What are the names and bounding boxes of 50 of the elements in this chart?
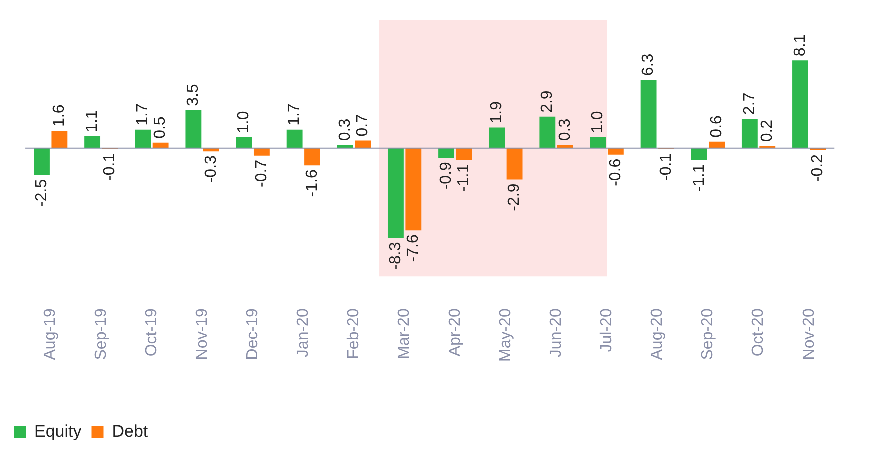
x-tick-label: Nov-20 [800,308,818,360]
x-tick-label: Jun-20 [548,308,565,358]
x-tick-label: Sep-19 [92,308,110,360]
data-label: 1.9 [488,101,506,124]
data-label: -2.9 [506,184,524,212]
data-label: -0.7 [253,160,270,188]
data-label: -0.1 [658,153,675,181]
data-label: -1.6 [304,170,321,198]
x-tick-label: Apr-20 [446,308,464,357]
x-tick-label: Jan-20 [295,308,312,358]
data-label: -0.6 [607,158,624,186]
data-label: 0.3 [556,118,574,142]
data-label: -1.1 [456,164,473,192]
data-label: -8.3 [387,242,404,270]
data-label: 1.6 [51,104,68,127]
data-label: -1.1 [690,164,708,192]
legend-label: Debt [112,422,148,442]
x-tick-label: May-20 [497,308,514,362]
legend-label: Equity [34,422,82,442]
data-label: 1.0 [590,111,607,134]
data-label: 1.1 [84,110,101,132]
x-tick-label: Aug-20 [649,308,666,360]
x-tick-label: Sep-20 [700,308,717,360]
data-label: 3.5 [185,84,202,106]
x-tick-label: Jul-20 [598,308,616,352]
data-label: -0.1 [102,153,119,181]
data-label: 6.3 [640,54,658,76]
data-label: 0.7 [354,114,372,137]
x-tick-label: Mar-20 [396,308,414,360]
data-label: -0.3 [202,155,220,184]
data-label: 1.7 [134,104,152,126]
data-label: 0.5 [152,116,170,139]
data-label: 0.6 [708,115,726,138]
data-label: 0.3 [336,118,354,142]
data-label: 1.0 [236,111,253,134]
data-label: 2.9 [539,90,556,113]
data-label: -0.9 [438,162,455,190]
x-tick-label: Oct-20 [750,308,768,357]
data-label: -7.6 [405,234,422,262]
data-label: 2.7 [741,92,758,116]
x-tick-label: Feb-20 [346,308,363,360]
data-label: 8.1 [792,34,809,57]
data-label: 1.7 [286,104,304,126]
data-label: -0.2 [810,154,827,182]
data-label: -2.5 [33,179,50,207]
x-tick-label: Aug-19 [42,308,60,360]
x-tick-label: Nov-19 [194,308,211,360]
x-tick-label: Oct-19 [143,308,160,357]
x-tick-label: Dec-19 [244,308,262,360]
data-label: 0.2 [759,120,776,142]
